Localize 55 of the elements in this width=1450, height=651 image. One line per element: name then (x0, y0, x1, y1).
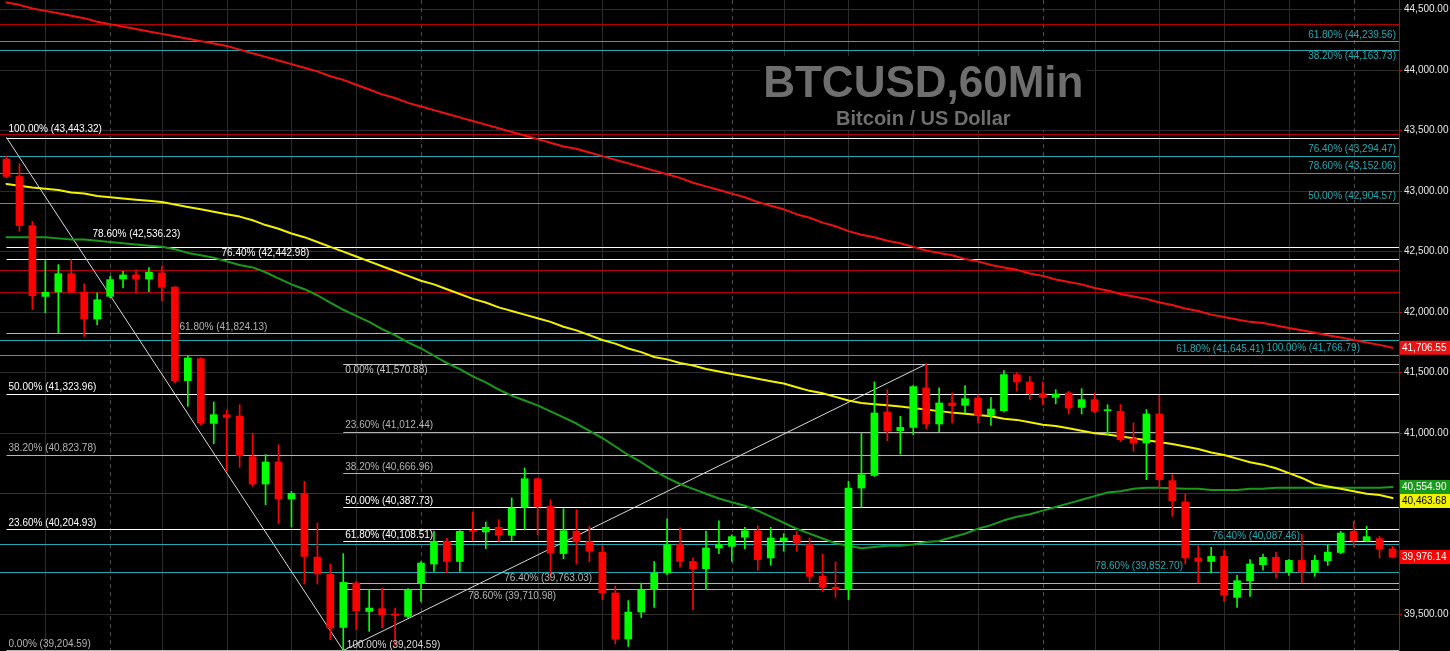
ref-line-label: 100.00% (43,443.32) (8, 123, 102, 134)
ref-line-label: 38.20% (44,163.73) (1308, 50, 1396, 61)
ref-line-label: 50.00% (42,904.57) (1308, 190, 1396, 201)
text: BTCUSD,60Min (763, 57, 1084, 106)
candlestick (365, 589, 374, 632)
ref-line-label: 78.60% (42,536.23) (92, 228, 181, 239)
candlestick (987, 397, 995, 426)
text: 39,976.14 (1402, 551, 1447, 563)
candlestick (948, 392, 956, 424)
y-tick-label: 43,000.00 (1404, 184, 1449, 196)
y-tick-label: 41,000.00 (1404, 426, 1449, 438)
candlestick (468, 511, 477, 541)
candlestick (209, 401, 218, 445)
ref-line-label: 76.40% (40,087.46) (1212, 530, 1300, 541)
candlestick (715, 520, 723, 554)
ref-line-label: 61.80% (44,239.56) (1308, 29, 1396, 40)
ref-line-label: 0.00% (41,570.88) (345, 364, 428, 375)
candlestick (481, 521, 490, 549)
ref-line-label: 23.60% (41,012.44) (345, 419, 434, 430)
candlestick (1194, 545, 1203, 584)
y-tick-label: 44,000.00 (1404, 63, 1449, 75)
candlestick (896, 416, 905, 455)
candlestick (378, 587, 386, 629)
y-tick-label: 42,000.00 (1404, 305, 1449, 317)
data-label: 40,554.90 (1402, 481, 1447, 493)
candlestick (779, 533, 788, 552)
ref-line-label: 78.60% (39,852.70) (1095, 560, 1183, 571)
data-label: 40,463.68 (1402, 495, 1447, 507)
ref-line-label: 76.40% (43,294.47) (1308, 143, 1396, 154)
y-tick-label: 41,500.00 (1404, 366, 1449, 378)
candlestick (1038, 381, 1047, 405)
ref-line-label: 50.00% (40,387.73) (345, 495, 434, 506)
ref-line-label: 61.80% (40,108.51) (345, 529, 434, 540)
text: Bitcoin / US Dollar (836, 106, 1011, 129)
ref-line-label: 23.60% (40,204.93) (8, 517, 97, 528)
ref-line-label: 61.80% (41,824.13) (179, 321, 268, 332)
ref-line-label: 38.20% (40,823.78) (8, 442, 97, 453)
ref-line-label: 78.60% (39,710.98) (468, 590, 557, 601)
ref-line-label: 76.40% (39,763.03) (504, 572, 593, 583)
ref-line-label: 38.20% (40,666.96) (345, 461, 434, 472)
candlestick (1207, 546, 1215, 574)
ref-line-label: 50.00% (41,323.96) (8, 381, 97, 392)
data-label: 41,706.55 (1402, 341, 1447, 353)
ref-line-label: 0.00% (39,204.59) (8, 638, 91, 649)
y-tick-label: 42,500.00 (1404, 245, 1449, 257)
candlestick (1298, 533, 1306, 584)
ref-line-label: 78.60% (43,152.06) (1308, 160, 1396, 171)
y-tick-label: 43,500.00 (1404, 124, 1449, 136)
y-tick-label: 39,500.00 (1404, 608, 1449, 620)
ref-line-label: 100.00% (41,766.79) (1266, 342, 1360, 353)
ref-line-label: 61.80% (41,645.41) (1176, 343, 1264, 354)
candlestick (222, 409, 231, 472)
ref-line-label: 76.40% (42,442.98) (221, 247, 310, 258)
y-tick-label: 44,500.00 (1404, 3, 1449, 15)
candlestick (689, 557, 697, 611)
